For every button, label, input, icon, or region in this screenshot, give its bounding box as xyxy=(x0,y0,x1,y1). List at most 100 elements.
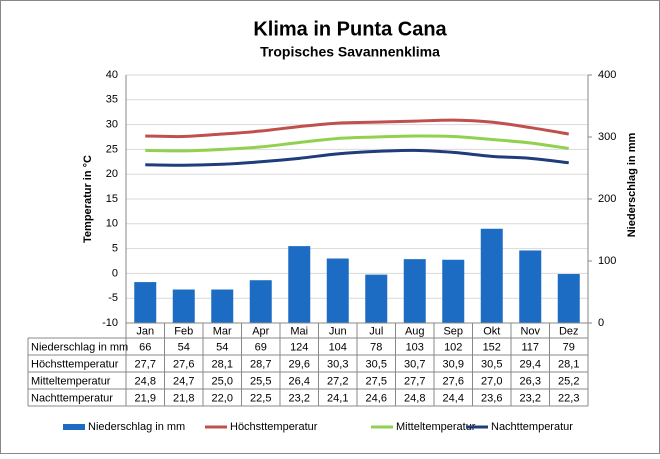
line xyxy=(145,118,569,139)
line xyxy=(145,148,569,167)
y-tick-label: -5 xyxy=(108,292,118,304)
x-tick-label: Jun xyxy=(329,325,347,337)
x-tick-label: Jan xyxy=(136,325,154,337)
bar xyxy=(403,259,426,323)
y-tick-label: 40 xyxy=(106,69,118,81)
y-tick-label: 35 xyxy=(106,94,118,106)
table-cell: 27,0 xyxy=(481,375,502,387)
y-tick-label: 5 xyxy=(112,243,118,255)
y-tick-label: -10 xyxy=(102,317,118,329)
y-tick-label: 30 xyxy=(106,119,118,131)
table-cell: 23,2 xyxy=(289,392,310,404)
y-tick-label: 10 xyxy=(106,218,118,230)
y-tick-label: 25 xyxy=(106,143,118,155)
table-row-label: Höchsttemperatur xyxy=(31,358,119,370)
x-tick-label: Dez xyxy=(559,325,579,337)
table-cell: 24,1 xyxy=(327,392,348,404)
y2-tick-label: 300 xyxy=(598,131,616,143)
table-cell: 21,9 xyxy=(135,392,156,404)
x-tick-label: Sep xyxy=(443,325,463,337)
table-cell: 152 xyxy=(483,341,501,353)
bar xyxy=(480,228,503,323)
table-cell: 102 xyxy=(444,341,462,353)
table-cell: 29,6 xyxy=(289,358,310,370)
bar xyxy=(365,274,388,323)
y2-tick-label: 100 xyxy=(598,255,616,267)
table-cell: 78 xyxy=(370,341,382,353)
table-cell: 69 xyxy=(255,341,267,353)
table-cell: 30,5 xyxy=(366,358,387,370)
y2-axis-title: Niederschlag in mm xyxy=(626,133,638,238)
table-cell: 24,6 xyxy=(366,392,387,404)
table-cell: 24,4 xyxy=(443,392,464,404)
table-cell: 26,4 xyxy=(289,375,310,387)
table-row-label: Mitteltemperatur xyxy=(31,375,111,387)
table-cell: 21,8 xyxy=(173,392,194,404)
table-cell: 124 xyxy=(290,341,308,353)
table-cell: 103 xyxy=(406,341,424,353)
table-cell: 27,6 xyxy=(173,358,194,370)
bar xyxy=(134,282,157,323)
table-row-label: Nachttemperatur xyxy=(31,392,113,404)
table-cell: 30,7 xyxy=(404,358,425,370)
y-axis-title: Temperatur in °C xyxy=(82,155,94,243)
table-cell: 117 xyxy=(521,341,539,353)
table-cell: 66 xyxy=(139,341,151,353)
table-cell: 27,5 xyxy=(366,375,387,387)
y2-tick-label: 400 xyxy=(598,69,616,81)
table-cell: 24,8 xyxy=(404,392,425,404)
x-tick-label: Mar xyxy=(213,325,232,337)
x-tick-label: Feb xyxy=(174,325,193,337)
table-cell: 22,3 xyxy=(558,392,579,404)
table-cell: 25,5 xyxy=(250,375,271,387)
bar xyxy=(442,259,465,323)
y-tick-label: 15 xyxy=(106,193,118,205)
table-cell: 30,3 xyxy=(327,358,348,370)
table-cell: 23,6 xyxy=(481,392,502,404)
table-cell: 24,7 xyxy=(173,375,194,387)
table-cell: 27,6 xyxy=(443,375,464,387)
y2-tick-label: 0 xyxy=(598,317,604,329)
legend-label: Mitteltemperatur xyxy=(396,421,476,433)
table-cell: 22,0 xyxy=(212,392,233,404)
table-cell: 25,0 xyxy=(212,375,233,387)
bar xyxy=(249,280,272,323)
table-cell: 54 xyxy=(178,341,190,353)
bar xyxy=(519,250,542,323)
x-tick-label: Mai xyxy=(290,325,308,337)
table-cell: 27,7 xyxy=(135,358,156,370)
legend-label: Niederschlag in mm xyxy=(88,421,185,433)
table-cell: 28,1 xyxy=(212,358,233,370)
table-cell: 25,2 xyxy=(558,375,579,387)
x-tick-label: Nov xyxy=(520,325,540,337)
x-tick-label: Jul xyxy=(369,325,383,337)
table-cell: 27,7 xyxy=(404,375,425,387)
table-cell: 27,2 xyxy=(327,375,348,387)
chart-subtitle: Tropisches Savannenklima xyxy=(260,44,440,60)
y-tick-label: 20 xyxy=(106,168,118,180)
table-cell: 28,1 xyxy=(558,358,579,370)
bar xyxy=(557,274,580,323)
line xyxy=(145,134,569,153)
y-tick-label: 0 xyxy=(112,267,118,279)
bar xyxy=(326,258,349,323)
table-cell: 23,2 xyxy=(520,392,541,404)
table-cell: 28,7 xyxy=(250,358,271,370)
table-cell: 104 xyxy=(329,341,347,353)
legend-label: Nachttemperatur xyxy=(491,421,573,433)
table-cell: 24,8 xyxy=(135,375,156,387)
legend-label: Höchsttemperatur xyxy=(230,421,318,433)
table-cell: 54 xyxy=(216,341,228,353)
table-cell: 26,3 xyxy=(520,375,541,387)
table-cell: 22,5 xyxy=(250,392,271,404)
bar xyxy=(211,289,234,323)
table-cell: 29,4 xyxy=(520,358,541,370)
table-row-label: Niederschlag in mm xyxy=(31,341,128,353)
x-tick-label: Apr xyxy=(252,325,269,337)
bar xyxy=(172,289,195,323)
table-cell: 30,5 xyxy=(481,358,502,370)
table-cell: 79 xyxy=(563,341,575,353)
chart-title: Klima in Punta Cana xyxy=(253,18,447,40)
